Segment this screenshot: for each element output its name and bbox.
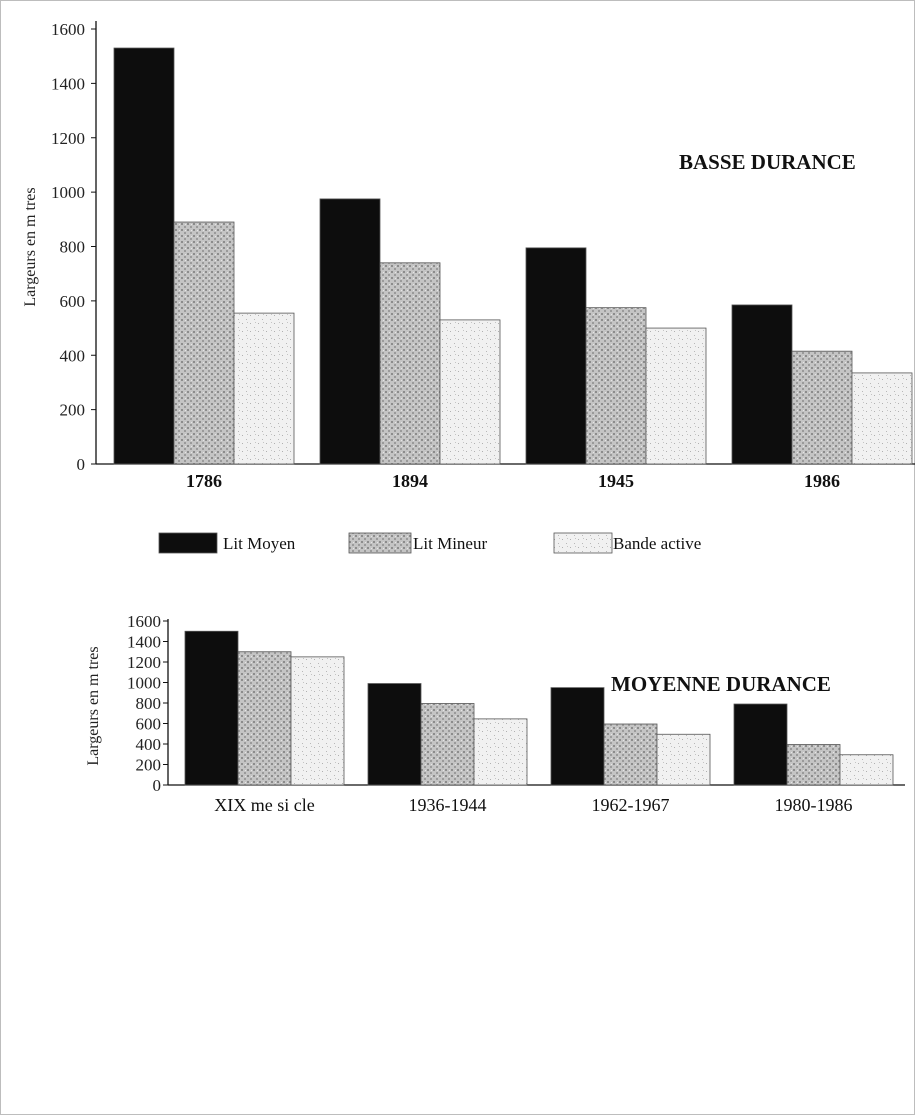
y-tick-label: 0	[153, 776, 162, 795]
bar-basse-s0-c0	[113, 47, 175, 465]
bar-moyenne-s0-c3	[733, 703, 788, 786]
bar-moyenne-s0-c0	[184, 630, 239, 786]
bar-basse-s0-c3	[731, 304, 793, 465]
x-tick-label: 1786	[186, 471, 222, 491]
legend-label-2: Bande active	[613, 534, 701, 553]
y-tick-label: 400	[136, 735, 162, 754]
y-tick-label: 800	[136, 694, 162, 713]
bar-moyenne-s1-c3	[786, 744, 841, 786]
bar-moyenne-s2-c1	[473, 718, 528, 786]
y-tick-label: 600	[136, 715, 162, 734]
bar-basse-s0-c1	[319, 198, 381, 465]
y-tick-label: 400	[60, 346, 86, 365]
bar-moyenne-s2-c2	[656, 733, 711, 786]
bar-basse-s2-c3	[851, 372, 913, 465]
bar-basse-s2-c0	[233, 312, 295, 465]
y-tick-label: 1200	[127, 653, 161, 672]
y-tick-label: 1000	[51, 183, 85, 202]
bar-basse-s1-c3	[791, 350, 853, 465]
bar-moyenne-s1-c0	[237, 651, 292, 786]
bar-basse-s2-c2	[645, 327, 707, 465]
y-tick-label: 1000	[127, 674, 161, 693]
bar-basse-s0-c2	[525, 247, 587, 465]
bar-basse-s1-c1	[379, 262, 441, 465]
y-tick-label: 0	[77, 455, 86, 474]
legend-swatch-1	[348, 532, 412, 554]
x-tick-label: 1986	[804, 471, 840, 491]
y-tick-label: 1400	[127, 633, 161, 652]
bar-basse-s1-c0	[173, 221, 235, 465]
x-tick-label: XIX me si cle	[214, 795, 314, 815]
bar-moyenne-s1-c1	[420, 703, 475, 786]
legend-swatch-0	[158, 532, 218, 554]
bar-moyenne-s2-c0	[290, 656, 345, 786]
x-tick-label: 1936-1944	[409, 795, 487, 815]
bar-basse-s2-c1	[439, 319, 501, 465]
bar-moyenne-s2-c3	[839, 754, 894, 786]
chart-title: BASSE DURANCE	[679, 150, 856, 174]
y-tick-label: 600	[60, 292, 86, 311]
y-tick-label: 1600	[127, 612, 161, 631]
bar-moyenne-s1-c2	[603, 723, 658, 786]
y-tick-label: 200	[60, 401, 86, 420]
bar-basse-s1-c2	[585, 307, 647, 465]
y-tick-label: 1400	[51, 74, 85, 93]
x-tick-label: 1962-1967	[592, 795, 670, 815]
x-tick-label: 1894	[392, 471, 428, 491]
legend-swatch-2	[553, 532, 613, 554]
legend-label-1: Lit Mineur	[413, 534, 487, 553]
chart-title: MOYENNE DURANCE	[611, 672, 831, 696]
x-tick-label: 1945	[598, 471, 634, 491]
y-tick-label: 200	[136, 756, 162, 775]
y-axis-label: Largeurs en m tres	[22, 187, 39, 306]
y-axis-label: Largeurs en m tres	[85, 646, 102, 765]
y-tick-label: 800	[60, 238, 86, 257]
bar-moyenne-s0-c2	[550, 687, 605, 786]
y-tick-label: 1200	[51, 129, 85, 148]
bar-moyenne-s0-c1	[367, 683, 422, 786]
y-tick-label: 1600	[51, 20, 85, 39]
legend-label-0: Lit Moyen	[223, 534, 296, 553]
x-tick-label: 1980-1986	[775, 795, 853, 815]
